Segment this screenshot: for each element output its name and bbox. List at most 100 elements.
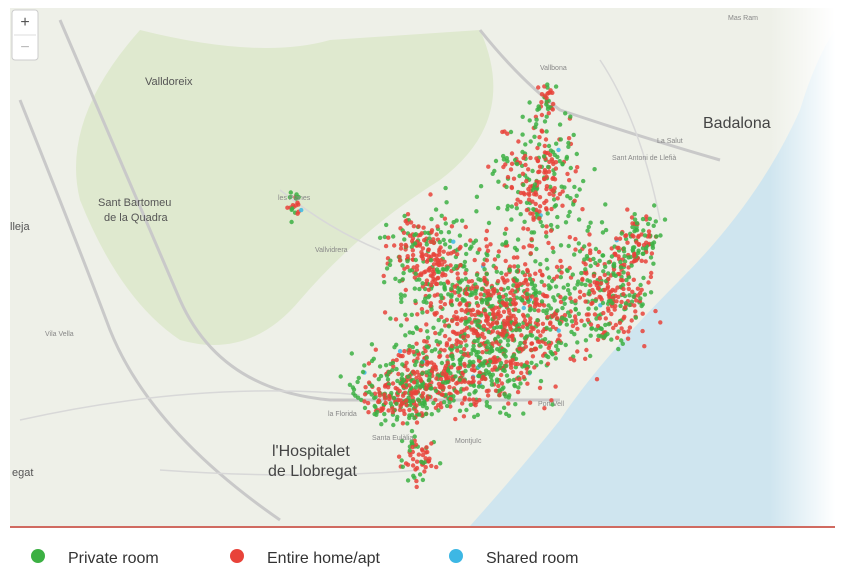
listing-point <box>471 359 476 365</box>
listing-point <box>544 184 550 189</box>
zoom-out[interactable]: − <box>20 39 29 56</box>
listing-point <box>456 289 461 295</box>
listing-point <box>479 300 485 305</box>
listing-point <box>621 246 627 251</box>
listing-point <box>572 286 577 291</box>
listing-point <box>376 377 381 382</box>
listing-point <box>555 316 560 321</box>
listing-point <box>520 114 525 120</box>
zoom-in[interactable]: + <box>20 14 29 31</box>
listing-point <box>528 316 533 321</box>
listing-point <box>602 287 607 293</box>
listing-point <box>487 293 492 298</box>
listing-point <box>599 297 604 302</box>
listing-point <box>381 273 386 279</box>
listing-point <box>405 264 410 270</box>
listing-point <box>399 458 404 463</box>
listing-point <box>369 342 375 347</box>
listing-point <box>537 135 542 140</box>
listing-point <box>489 382 495 387</box>
listing-point <box>401 230 407 235</box>
listing-point <box>614 236 619 241</box>
listing-point <box>651 261 656 266</box>
listing-point <box>531 215 536 220</box>
listing-point <box>521 155 526 161</box>
listing-point <box>501 294 506 299</box>
listing-point <box>439 295 444 301</box>
listing-point <box>429 216 434 222</box>
listing-point <box>616 294 621 300</box>
listing-point <box>410 457 416 462</box>
listing-point <box>434 339 439 344</box>
listing-point <box>609 254 615 259</box>
listing-point <box>434 267 440 272</box>
listing-point <box>439 314 444 320</box>
listing-point <box>397 258 403 263</box>
listing-point <box>539 128 544 133</box>
listing-point <box>500 129 505 135</box>
listing-point <box>514 284 519 289</box>
listing-point <box>585 278 590 283</box>
listing-point <box>482 267 487 272</box>
listing-point <box>609 311 614 317</box>
listing-point <box>436 317 441 323</box>
listing-point <box>632 253 637 258</box>
listing-point <box>458 357 463 362</box>
listing-point <box>642 344 647 349</box>
listing-point <box>350 385 356 390</box>
listing-point <box>452 284 457 289</box>
listing-point <box>362 405 368 411</box>
listing-point <box>522 363 527 368</box>
listing-point <box>545 361 551 366</box>
listing-point <box>555 154 560 160</box>
listing-point <box>445 360 450 365</box>
place-label: Vila Vella <box>45 331 74 338</box>
listing-point <box>548 228 554 233</box>
listing-point <box>413 232 418 237</box>
listing-point <box>377 393 382 398</box>
listing-point <box>457 408 463 413</box>
listing-point <box>562 301 567 306</box>
listing-point <box>397 388 402 394</box>
listing-point <box>641 228 646 233</box>
listing-point <box>410 463 416 468</box>
listing-point <box>584 312 590 317</box>
listing-point <box>465 334 470 339</box>
listing-point <box>445 279 450 284</box>
listing-point <box>412 241 418 246</box>
listing-point <box>504 363 509 369</box>
listing-point <box>420 452 426 458</box>
listing-point <box>609 337 614 342</box>
listing-point <box>548 184 553 189</box>
place-label: Mas Ram <box>728 15 758 22</box>
listing-point <box>435 276 440 281</box>
listing-point <box>514 202 519 207</box>
listing-point <box>658 233 663 238</box>
listing-point <box>420 310 425 315</box>
listing-point <box>555 196 560 201</box>
place-label: Valldoreix <box>145 76 193 88</box>
listing-point <box>506 401 511 406</box>
listing-point <box>630 224 635 230</box>
listing-point <box>568 296 573 301</box>
listing-point <box>422 238 427 243</box>
listing-point <box>424 355 429 361</box>
listing-point <box>438 281 443 286</box>
listing-point <box>520 132 525 137</box>
listing-point <box>525 291 530 297</box>
listing-point <box>471 378 476 384</box>
listing-point <box>386 408 391 413</box>
listing-point <box>493 305 498 310</box>
listing-point <box>413 257 418 263</box>
listing-point <box>437 340 443 345</box>
listing-point <box>459 329 464 334</box>
listing-point <box>398 403 403 408</box>
listing-point <box>596 249 602 255</box>
listing-point <box>398 381 403 386</box>
listing-point <box>662 217 668 222</box>
listing-point <box>490 329 495 334</box>
listing-point <box>551 101 556 107</box>
listing-point <box>458 263 463 268</box>
listing-point <box>606 276 611 282</box>
listing-point <box>400 400 406 406</box>
